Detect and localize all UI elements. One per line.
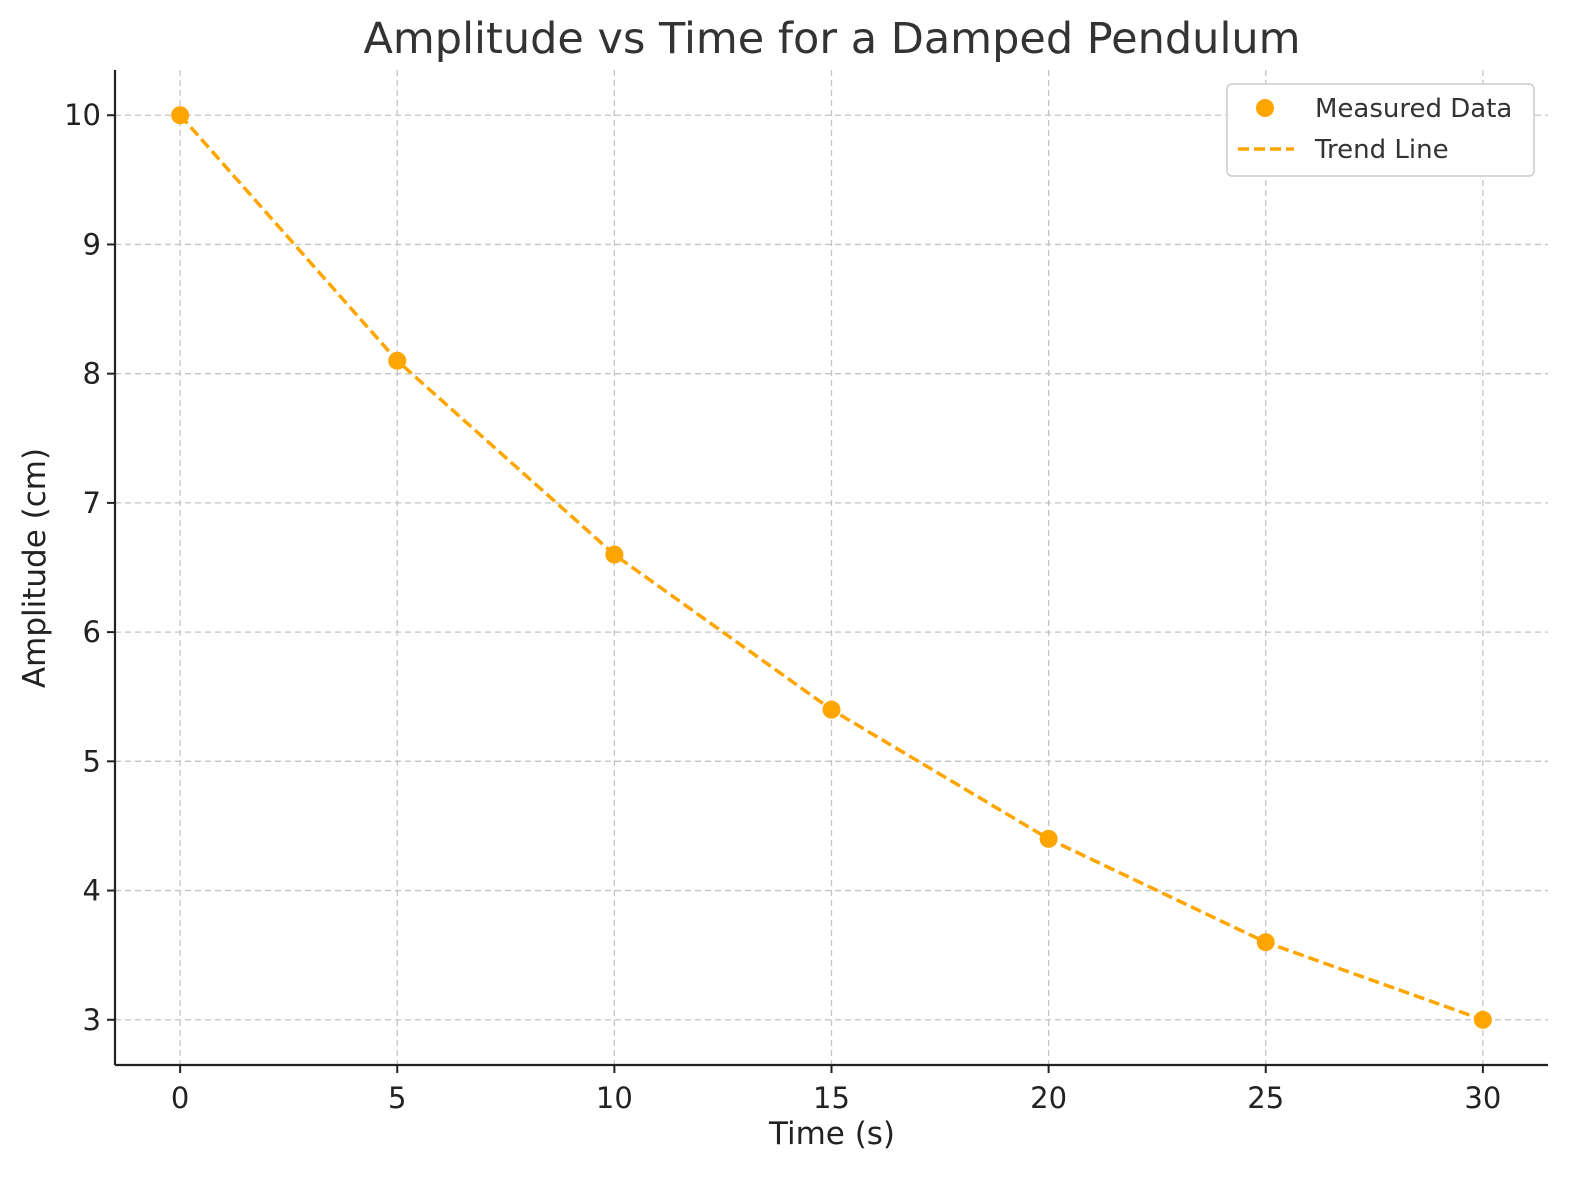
x-tick-label: 25 [1247,1081,1284,1115]
x-tick-label: 15 [813,1081,850,1115]
x-tick-label: 30 [1464,1081,1501,1115]
y-tick-label: 4 [83,874,101,908]
data-point [1473,1010,1492,1029]
data-series [171,106,1492,1029]
x-tick-label: 0 [171,1081,189,1115]
y-tick-label: 7 [83,486,101,520]
y-axis-ticks: 3 4 5 6 7 8 9 10 [64,98,115,1037]
x-tick-label: 20 [1030,1081,1067,1115]
legend-label-trend: Trend Line [1314,135,1449,165]
data-point [171,106,190,125]
legend-label-measured: Measured Data [1315,94,1512,124]
data-point [1256,933,1275,952]
y-tick-label: 9 [83,227,101,261]
y-axis-label: Amplitude (cm) [17,448,53,688]
chart-title: Amplitude vs Time for a Damped Pendulum [363,14,1300,64]
data-point [388,351,407,370]
x-tick-label: 10 [596,1081,633,1115]
legend-scatter-marker [1256,99,1274,117]
x-axis-label: Time (s) [768,1116,895,1152]
x-axis-ticks: 0 5 10 15 20 25 30 [171,1065,1501,1115]
data-point [1039,829,1058,848]
legend-box [1226,83,1535,177]
x-tick-label: 5 [388,1081,406,1115]
y-tick-label: 10 [64,98,101,132]
data-point [605,545,624,564]
y-tick-label: 8 [83,357,101,391]
y-tick-label: 6 [83,615,101,649]
data-point [822,700,841,719]
y-tick-label: 5 [83,744,101,778]
legend: Measured Data Trend Line [1226,83,1535,177]
y-tick-label: 3 [83,1003,101,1037]
